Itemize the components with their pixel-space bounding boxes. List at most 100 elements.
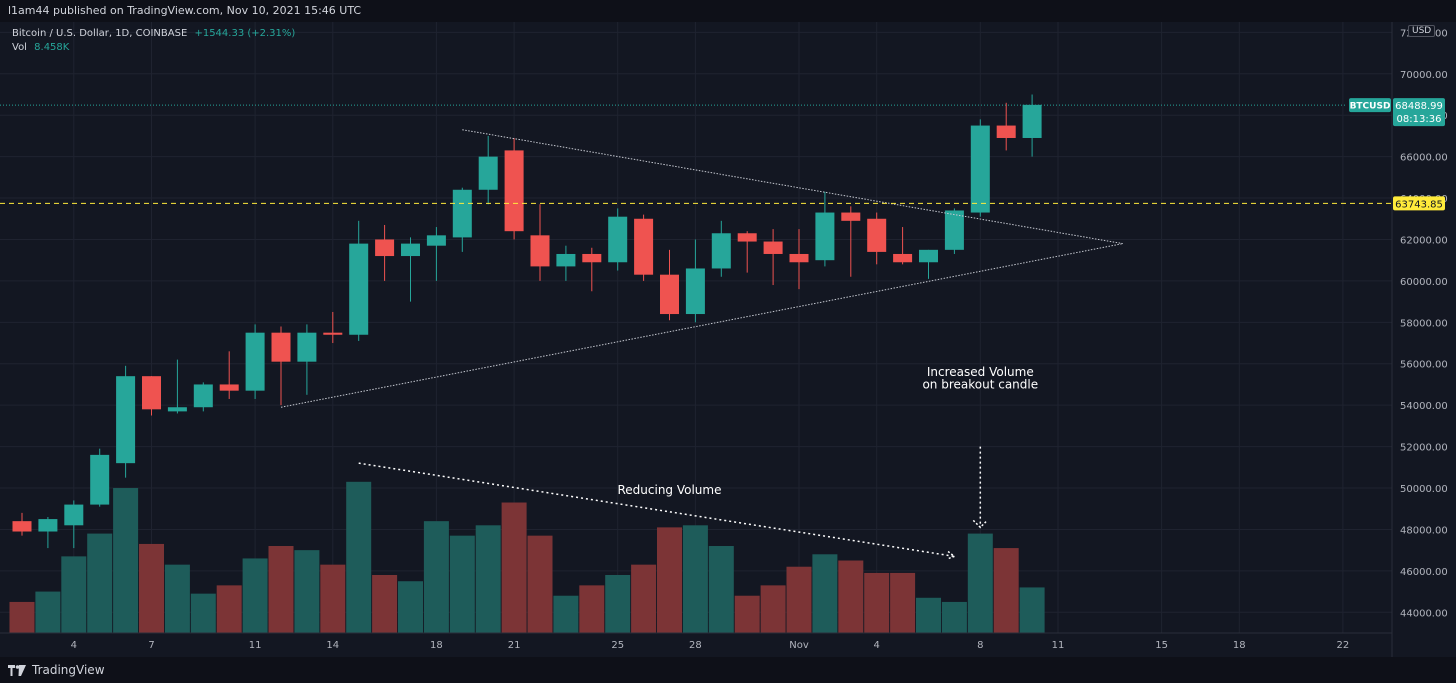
candle-body xyxy=(634,218,654,275)
triangle-upper-line xyxy=(462,129,1123,245)
published-text: l1am44 published on TradingView.com, Nov… xyxy=(8,4,362,17)
candle-body xyxy=(271,332,291,362)
x-tick-label: 4 xyxy=(874,640,880,651)
volume-bar xyxy=(657,527,682,633)
candle-body xyxy=(996,125,1016,138)
tradingview-logo[interactable]: TradingView xyxy=(8,657,105,683)
x-tick-label: 21 xyxy=(508,640,521,651)
symbol-legend[interactable]: Bitcoin / U.S. Dollar, 1D, COINBASE +154… xyxy=(12,28,295,39)
volume-trend-arrow xyxy=(358,462,955,558)
volume-bar xyxy=(449,535,475,633)
tradingview-logo-icon xyxy=(8,664,26,676)
x-tick-label: 11 xyxy=(1052,640,1065,651)
time-axis: 4 7 11 14 18 21 25 28 Nov 4 8 11 15 18 22 xyxy=(0,632,1392,651)
volume-bar xyxy=(372,575,398,633)
price-axis: 44000.00 46000.00 48000.00 50000.00 52000.00… xyxy=(1349,22,1448,657)
current-price-tag xyxy=(1393,98,1445,127)
candle-body xyxy=(1022,104,1042,138)
candle-body xyxy=(737,233,757,242)
candle-body xyxy=(245,332,265,391)
price-change: +1544.33 (+2.31%) xyxy=(194,28,296,39)
candle-body xyxy=(530,235,550,267)
volume-bar xyxy=(216,585,242,633)
candle-body xyxy=(789,253,809,263)
volume-bar xyxy=(61,556,87,633)
y-tick-label: 44000.00 xyxy=(1400,608,1448,619)
volume-bar xyxy=(993,548,1019,633)
candle-body xyxy=(219,384,239,391)
volume-legend[interactable]: Vol 8.458K xyxy=(12,42,69,53)
volume-bar xyxy=(139,543,164,633)
candle-body xyxy=(167,407,187,412)
x-tick-label: Nov xyxy=(789,640,809,651)
candle-body xyxy=(841,212,861,221)
volume-bar xyxy=(527,535,553,633)
candle-body xyxy=(556,253,576,267)
candle-body xyxy=(944,210,964,250)
volume-bar xyxy=(320,564,346,633)
candle-body xyxy=(452,189,472,238)
candle-body xyxy=(970,125,990,213)
level-tag xyxy=(1393,196,1445,211)
volume-bar xyxy=(164,564,190,633)
candle-body xyxy=(323,332,343,335)
volume-bar xyxy=(87,533,113,633)
candle-body xyxy=(12,521,32,532)
candle-body xyxy=(867,218,887,252)
x-tick-label: 7 xyxy=(148,640,154,651)
volume-bar xyxy=(242,558,268,633)
volume-bar xyxy=(346,481,372,633)
candle-body xyxy=(142,376,161,410)
volume-bar xyxy=(864,572,890,633)
candle-body xyxy=(193,384,213,408)
volume-bar xyxy=(631,564,657,633)
candlesticks xyxy=(12,94,1042,549)
volume-bar xyxy=(553,595,579,633)
volume-bar xyxy=(760,585,786,633)
y-tick-label: 66000.00 xyxy=(1400,153,1448,164)
currency-badge[interactable]: USD xyxy=(1408,25,1436,37)
volume-bar xyxy=(734,595,760,633)
volume-bar xyxy=(9,601,35,633)
candle-body xyxy=(426,235,446,246)
volume-bar xyxy=(579,585,605,633)
volume-label: Vol xyxy=(12,42,27,53)
candle-body xyxy=(478,156,498,190)
candle-body xyxy=(919,249,938,263)
symbol-tag-text: BTCUSD xyxy=(1350,102,1391,112)
brand-name: TradingView xyxy=(32,663,105,677)
candle-body xyxy=(38,519,58,532)
volume-bar xyxy=(682,525,708,633)
x-tick-label: 18 xyxy=(430,640,443,651)
volume-bar xyxy=(398,581,423,633)
volume-bar xyxy=(501,502,527,633)
y-tick-label: 70000.00 xyxy=(1400,70,1448,81)
triangle-lower-line xyxy=(280,243,1123,408)
candle-body xyxy=(893,253,913,263)
x-tick-label: 28 xyxy=(689,640,702,651)
volume-bar xyxy=(941,601,967,633)
x-tick-label: 18 xyxy=(1233,640,1246,651)
y-tick-label: 54000.00 xyxy=(1400,401,1448,412)
breakout-arrowhead xyxy=(972,519,988,529)
volume-bar xyxy=(605,575,631,633)
volume-bars xyxy=(9,481,1045,633)
annotation-text: Reducing Volume xyxy=(617,483,721,497)
candle-body xyxy=(685,268,705,315)
volume-bar xyxy=(708,546,734,633)
y-tick-label: 62000.00 xyxy=(1400,235,1448,246)
volume-trend-arrowhead xyxy=(946,550,956,560)
volume-value: 8.458K xyxy=(34,42,70,53)
x-tick-label: 22 xyxy=(1337,640,1350,651)
volume-bar xyxy=(475,525,501,633)
volume-bar xyxy=(890,572,916,633)
y-tick-label: 58000.00 xyxy=(1400,318,1448,329)
publish-info: l1am44 published on TradingView.com, Nov… xyxy=(0,0,1456,22)
y-tick-label: 52000.00 xyxy=(1400,443,1448,454)
volume-bar xyxy=(35,591,61,633)
countdown-text: 08:13:36 xyxy=(1397,114,1442,125)
x-tick-label: 8 xyxy=(977,640,983,651)
volume-bar xyxy=(786,566,812,633)
